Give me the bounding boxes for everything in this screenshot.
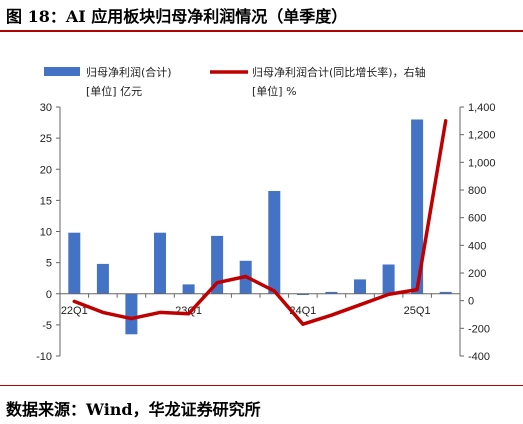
left-axis-tick-label: 15 (40, 195, 52, 207)
right-axis-tick-label: -400 (468, 351, 490, 363)
right-axis-tick-label: 1,200 (468, 130, 496, 142)
legend-bar-label: 归母净利润(合计) (86, 65, 172, 79)
growth-line (72, 119, 448, 326)
bar (354, 279, 366, 294)
left-axis-tick-label: 0 (46, 289, 52, 301)
right-axis-tick-label: 200 (468, 268, 486, 280)
x-tick-label: 22Q1 (61, 305, 88, 317)
legend-line-unit: [单位] % (252, 84, 297, 98)
right-axis-tick-label: -200 (468, 323, 490, 335)
bar (411, 119, 424, 294)
figure-title: 图 18：AI 应用板块归母净利润情况（单季度） (6, 7, 348, 26)
bar (325, 291, 338, 294)
x-tick-label: 25Q1 (404, 305, 431, 317)
left-axis-tick-label: 30 (40, 102, 52, 114)
left-axis-tick-label: -5 (42, 320, 52, 332)
bar (68, 232, 81, 294)
bar (96, 263, 109, 294)
bar (125, 293, 138, 335)
left-axis: -10 -5 0 5 10 15 20 25 30 (36, 102, 61, 363)
title-rule (0, 30, 523, 32)
bar (268, 191, 281, 294)
left-axis-tick-label: 25 (40, 133, 52, 145)
right-axis-tick-label: 1,400 (468, 102, 496, 114)
legend: 归母净利润(合计) [单位] 亿元 归母净利润合计(同比增长率)，右轴 [单位]… (44, 65, 426, 98)
right-axis-tick-label: 800 (468, 185, 486, 197)
right-axis-tick-label: 600 (468, 213, 486, 225)
right-axis-tick-label: 400 (468, 240, 486, 252)
left-axis-tick-label: 5 (46, 258, 52, 270)
left-axis-tick-label: -10 (36, 351, 52, 363)
right-axis-tick-label: 0 (468, 296, 474, 308)
bar (439, 291, 452, 294)
source-rule (0, 385, 523, 386)
legend-bar-swatch (44, 67, 80, 76)
bar (296, 293, 309, 295)
bar (182, 284, 195, 294)
legend-bar-unit: [单位] 亿元 (86, 84, 142, 98)
bar-series (68, 119, 452, 335)
right-axis: -400 -200 0 200 400 600 800 1,000 1,200 1,400 (459, 102, 496, 363)
left-axis-tick-label: 10 (40, 227, 52, 239)
right-axis-tick-label: 1,000 (468, 157, 496, 169)
figure-source: 数据来源：Wind，华龙证券研究所 (6, 400, 261, 419)
bar (154, 232, 166, 294)
legend-line-label: 归母净利润合计(同比增长率)，右轴 (252, 65, 426, 79)
bar (382, 264, 395, 294)
x-tick-labels: 22Q1 23Q1 24Q1 25Q1 (59, 293, 461, 317)
bar (211, 235, 224, 294)
left-axis-tick-label: 20 (40, 164, 52, 176)
